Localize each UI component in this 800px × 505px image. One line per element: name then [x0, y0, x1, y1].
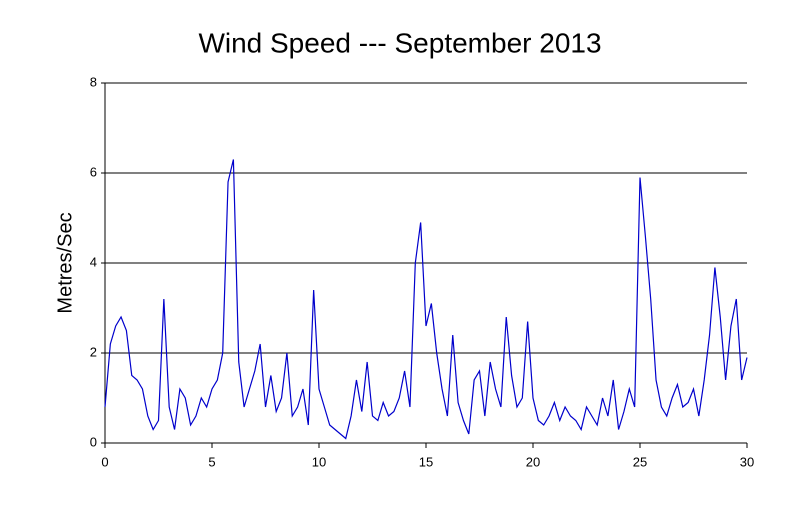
y-tick-label: 8	[90, 74, 97, 89]
y-tick-label: 0	[90, 434, 97, 449]
x-tick-label: 20	[526, 454, 540, 469]
x-tick-label: 5	[208, 454, 215, 469]
chart-title: Wind Speed --- September 2013	[198, 27, 601, 58]
x-tick-label: 15	[419, 454, 433, 469]
y-tick-label: 2	[90, 344, 97, 359]
wind-line	[104, 159, 748, 440]
y-axis-label: Metres/Sec	[54, 212, 76, 313]
y-tick-label: 6	[90, 164, 97, 179]
x-tick-label: 0	[101, 454, 108, 469]
x-tick-label: 30	[740, 454, 754, 469]
y-tick-label: 4	[90, 254, 97, 269]
x-tick-label: 10	[312, 454, 326, 469]
x-tick-label: 25	[633, 454, 647, 469]
